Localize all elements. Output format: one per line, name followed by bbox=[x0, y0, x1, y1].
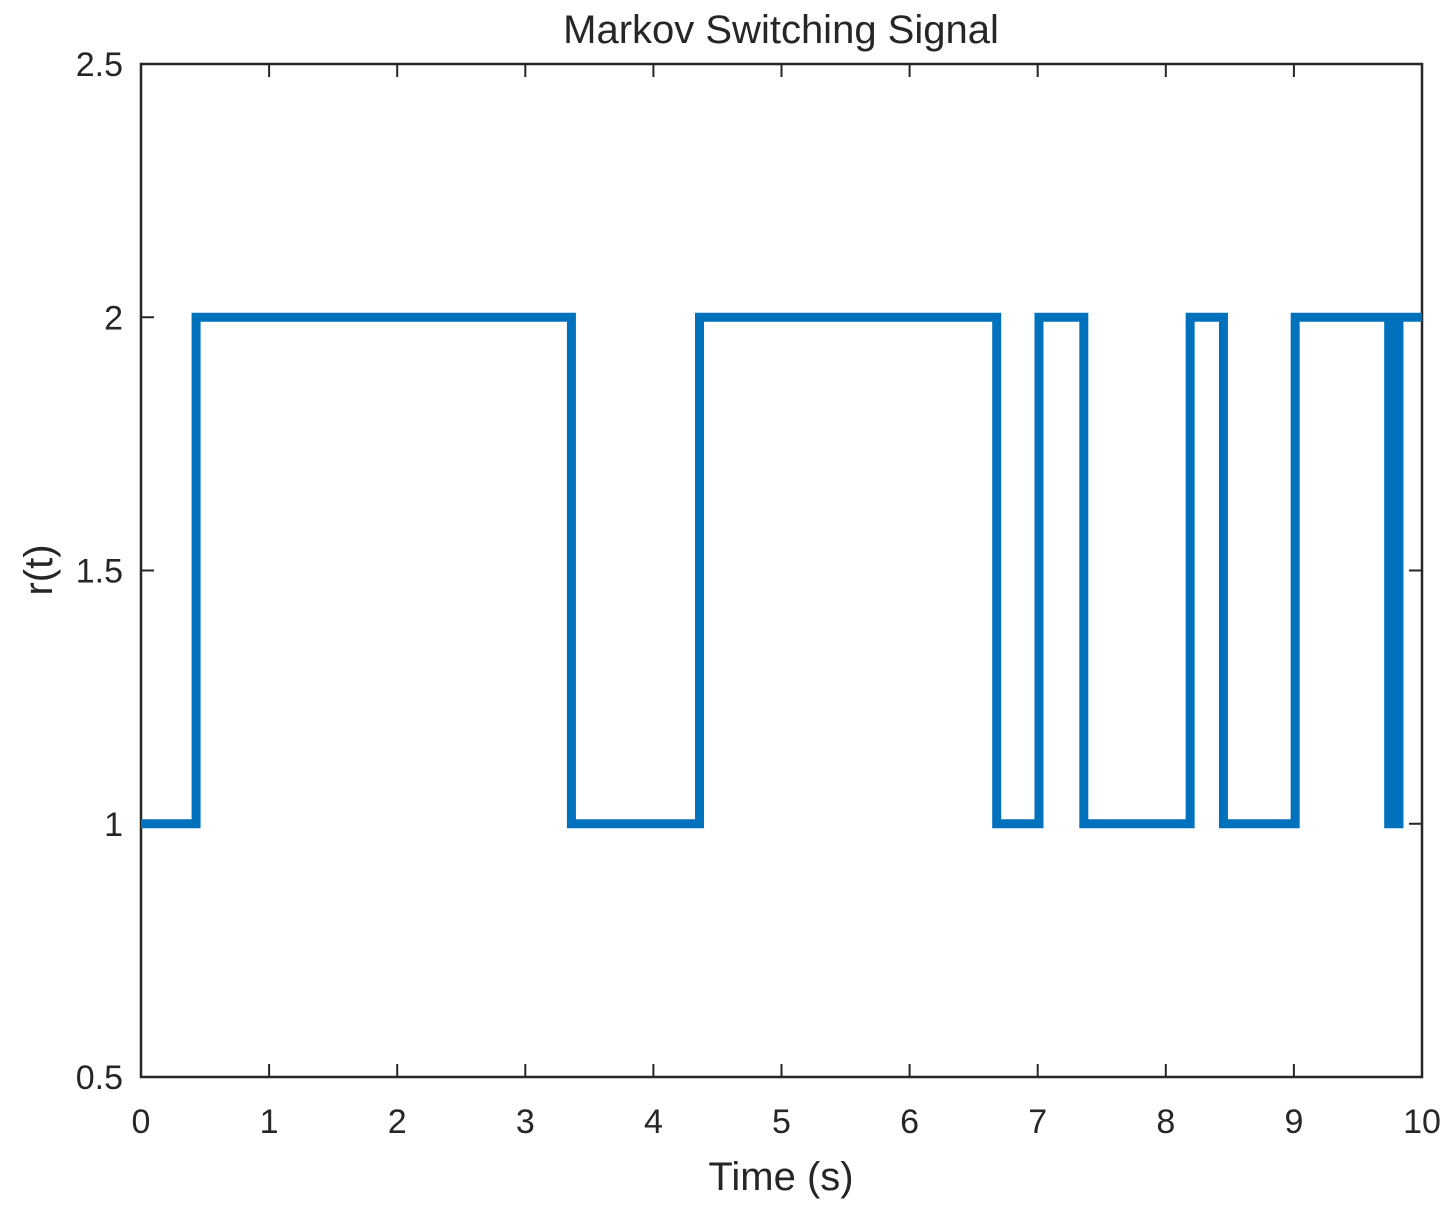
x-tick-label: 1 bbox=[260, 1103, 279, 1141]
x-tick-label: 0 bbox=[132, 1103, 151, 1141]
y-tick-label: 1.5 bbox=[76, 553, 123, 591]
x-axis-label: Time (s) bbox=[708, 1155, 853, 1199]
x-axis-tick-labels: 0 1 2 3 4 5 6 7 8 9 10 bbox=[132, 1103, 1441, 1141]
x-tick-label: 10 bbox=[1403, 1103, 1441, 1141]
chart-title: Markov Switching Signal bbox=[563, 8, 999, 52]
y-axis-tick-labels: 0.5 1 1.5 2 2.5 bbox=[76, 46, 123, 1097]
x-axis-ticks bbox=[140, 64, 1423, 1077]
y-tick-label: 1 bbox=[104, 806, 123, 844]
x-tick-label: 5 bbox=[772, 1103, 791, 1141]
x-tick-label: 4 bbox=[644, 1103, 663, 1141]
x-tick-label: 3 bbox=[516, 1103, 535, 1141]
x-tick-label: 2 bbox=[388, 1103, 407, 1141]
x-tick-label: 8 bbox=[1156, 1103, 1175, 1141]
series-line bbox=[141, 312, 1422, 829]
y-axis-label: r(t) bbox=[17, 544, 61, 595]
y-tick-label: 0.5 bbox=[76, 1059, 123, 1097]
x-tick-label: 6 bbox=[900, 1103, 919, 1141]
series-layer bbox=[141, 312, 1422, 829]
plot-area bbox=[139, 62, 1424, 1079]
x-tick-label: 9 bbox=[1284, 1103, 1303, 1141]
plot-box bbox=[139, 62, 1424, 1079]
y-tick-label: 2.5 bbox=[76, 46, 123, 84]
y-tick-label: 2 bbox=[104, 299, 123, 337]
x-tick-label: 7 bbox=[1028, 1103, 1047, 1141]
